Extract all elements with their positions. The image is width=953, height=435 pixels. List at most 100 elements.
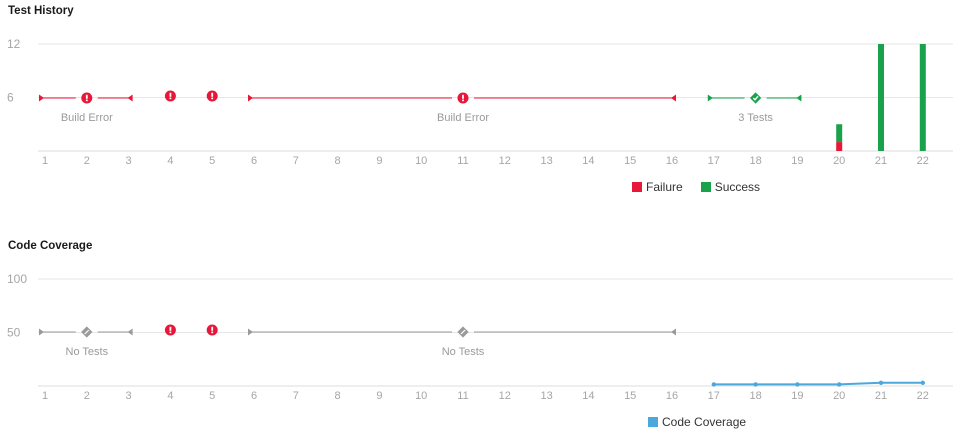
error-bang-line: [211, 326, 214, 331]
x-tick-label: 13: [540, 155, 552, 167]
range-marker: [81, 326, 93, 338]
code-coverage-title: Code Coverage: [8, 240, 93, 252]
x-tick-label: 7: [293, 155, 299, 167]
x-tick-label: 22: [917, 390, 929, 402]
x-tick-label: 5: [209, 155, 215, 167]
x-tick-label: 15: [624, 155, 636, 167]
range-marker: [457, 326, 469, 338]
error-bang-line: [169, 92, 172, 97]
x-tick-label: 11: [457, 390, 468, 402]
bar-success: [836, 124, 843, 143]
range-end-arrow-icon: [796, 94, 802, 102]
y-tick-label: 100: [7, 272, 27, 286]
range-start-arrow-icon: [39, 328, 44, 336]
x-tick-label: 12: [499, 390, 511, 402]
coverage-point: [878, 380, 884, 385]
error-bang-line: [169, 326, 172, 331]
error-bang-dot: [169, 331, 172, 334]
range-end-arrow-icon: [127, 94, 133, 102]
checkmark-icon: [752, 95, 759, 101]
x-tick-label: 5: [209, 390, 215, 402]
x-tick-label: 3: [126, 155, 132, 167]
no-tests-slash-icon: [84, 329, 90, 335]
coverage-line: [713, 381, 923, 386]
range-label: 3 Tests: [738, 112, 773, 124]
legend-swatch-code-coverage: [648, 417, 658, 427]
x-tick-label: 1: [42, 390, 48, 402]
x-tick-label: 13: [540, 390, 552, 402]
legend-swatch-failure: [632, 182, 642, 192]
x-tick-label: 15: [624, 390, 636, 402]
bar-failure: [836, 142, 843, 151]
y-tick-label: 6: [7, 91, 14, 105]
bar-success: [919, 44, 926, 151]
x-tick-label: 12: [499, 155, 511, 167]
x-tick-label: 17: [708, 390, 720, 402]
x-tick-label: 4: [167, 155, 173, 167]
range-start-arrow-icon: [39, 94, 44, 102]
range-label: No Tests: [66, 346, 109, 358]
x-tick-label: 14: [582, 390, 594, 402]
range-marker: [457, 92, 469, 104]
coverage-point: [920, 380, 925, 385]
x-tick-label: 17: [708, 155, 720, 167]
code-coverage-legend: Code Coverage: [648, 415, 764, 429]
error-bang-dot: [462, 99, 464, 102]
legend-swatch-success: [700, 182, 711, 192]
range-annotation: Build Error: [248, 92, 676, 124]
range-start-arrow-icon: [707, 94, 713, 102]
x-tick-label: 21: [875, 155, 887, 167]
x-tick-label: 10: [415, 390, 427, 402]
x-tick-label: 18: [749, 155, 761, 167]
x-tick-label: 11: [457, 155, 468, 167]
x-tick-label: 14: [582, 155, 594, 167]
range-label: No Tests: [442, 346, 485, 358]
range-start-arrow-icon: [248, 328, 253, 336]
legend-label-code-coverage: Code Coverage: [662, 415, 747, 429]
x-tick-label: 8: [335, 390, 341, 402]
status-marker: [206, 324, 218, 336]
error-bang-line: [85, 94, 88, 99]
x-tick-label: 16: [666, 390, 678, 402]
range-label: Build Error: [437, 112, 489, 124]
x-tick-label: 20: [833, 390, 845, 402]
error-bang-line: [211, 92, 214, 97]
error-bang-dot: [211, 97, 214, 100]
x-tick-label: 1: [42, 155, 48, 167]
error-bang-dot: [85, 99, 88, 102]
x-tick-label: 18: [749, 390, 761, 402]
x-tick-label: 4: [167, 390, 173, 402]
coverage-point: [711, 382, 716, 387]
x-tick-label: 8: [335, 155, 341, 167]
y-tick-label: 50: [7, 326, 21, 340]
x-tick-label: 20: [833, 155, 845, 167]
test-history-legend: Failure Success: [632, 180, 778, 194]
range-label: Build Error: [61, 112, 113, 124]
x-tick-label: 22: [917, 155, 929, 167]
error-bang-line: [462, 94, 464, 99]
x-tick-label: 10: [415, 155, 427, 167]
legend-label-failure: Failure: [646, 180, 683, 194]
x-tick-label: 9: [376, 390, 382, 402]
status-marker: [164, 90, 176, 102]
status-marker: [164, 324, 176, 336]
range-annotation: 3 Tests: [707, 92, 802, 124]
range-annotation: No Tests: [248, 326, 676, 358]
status-marker: [206, 90, 218, 102]
range-end-arrow-icon: [671, 328, 676, 336]
legend-label-success: Success: [714, 180, 761, 194]
x-tick-label: 16: [666, 155, 678, 167]
legend-item-code-coverage[interactable]: Code Coverage: [648, 415, 746, 429]
x-tick-label: 3: [126, 390, 132, 402]
y-tick-label: 12: [7, 37, 21, 51]
x-tick-label: 2: [84, 390, 90, 402]
legend-item-success[interactable]: Success: [700, 180, 761, 194]
x-tick-label: 19: [791, 155, 803, 167]
bar-success: [878, 44, 884, 151]
range-annotation: No Tests: [39, 326, 133, 358]
range-end-arrow-icon: [671, 94, 676, 102]
range-annotation: Build Error: [39, 92, 133, 124]
legend-item-failure[interactable]: Failure: [632, 180, 683, 194]
